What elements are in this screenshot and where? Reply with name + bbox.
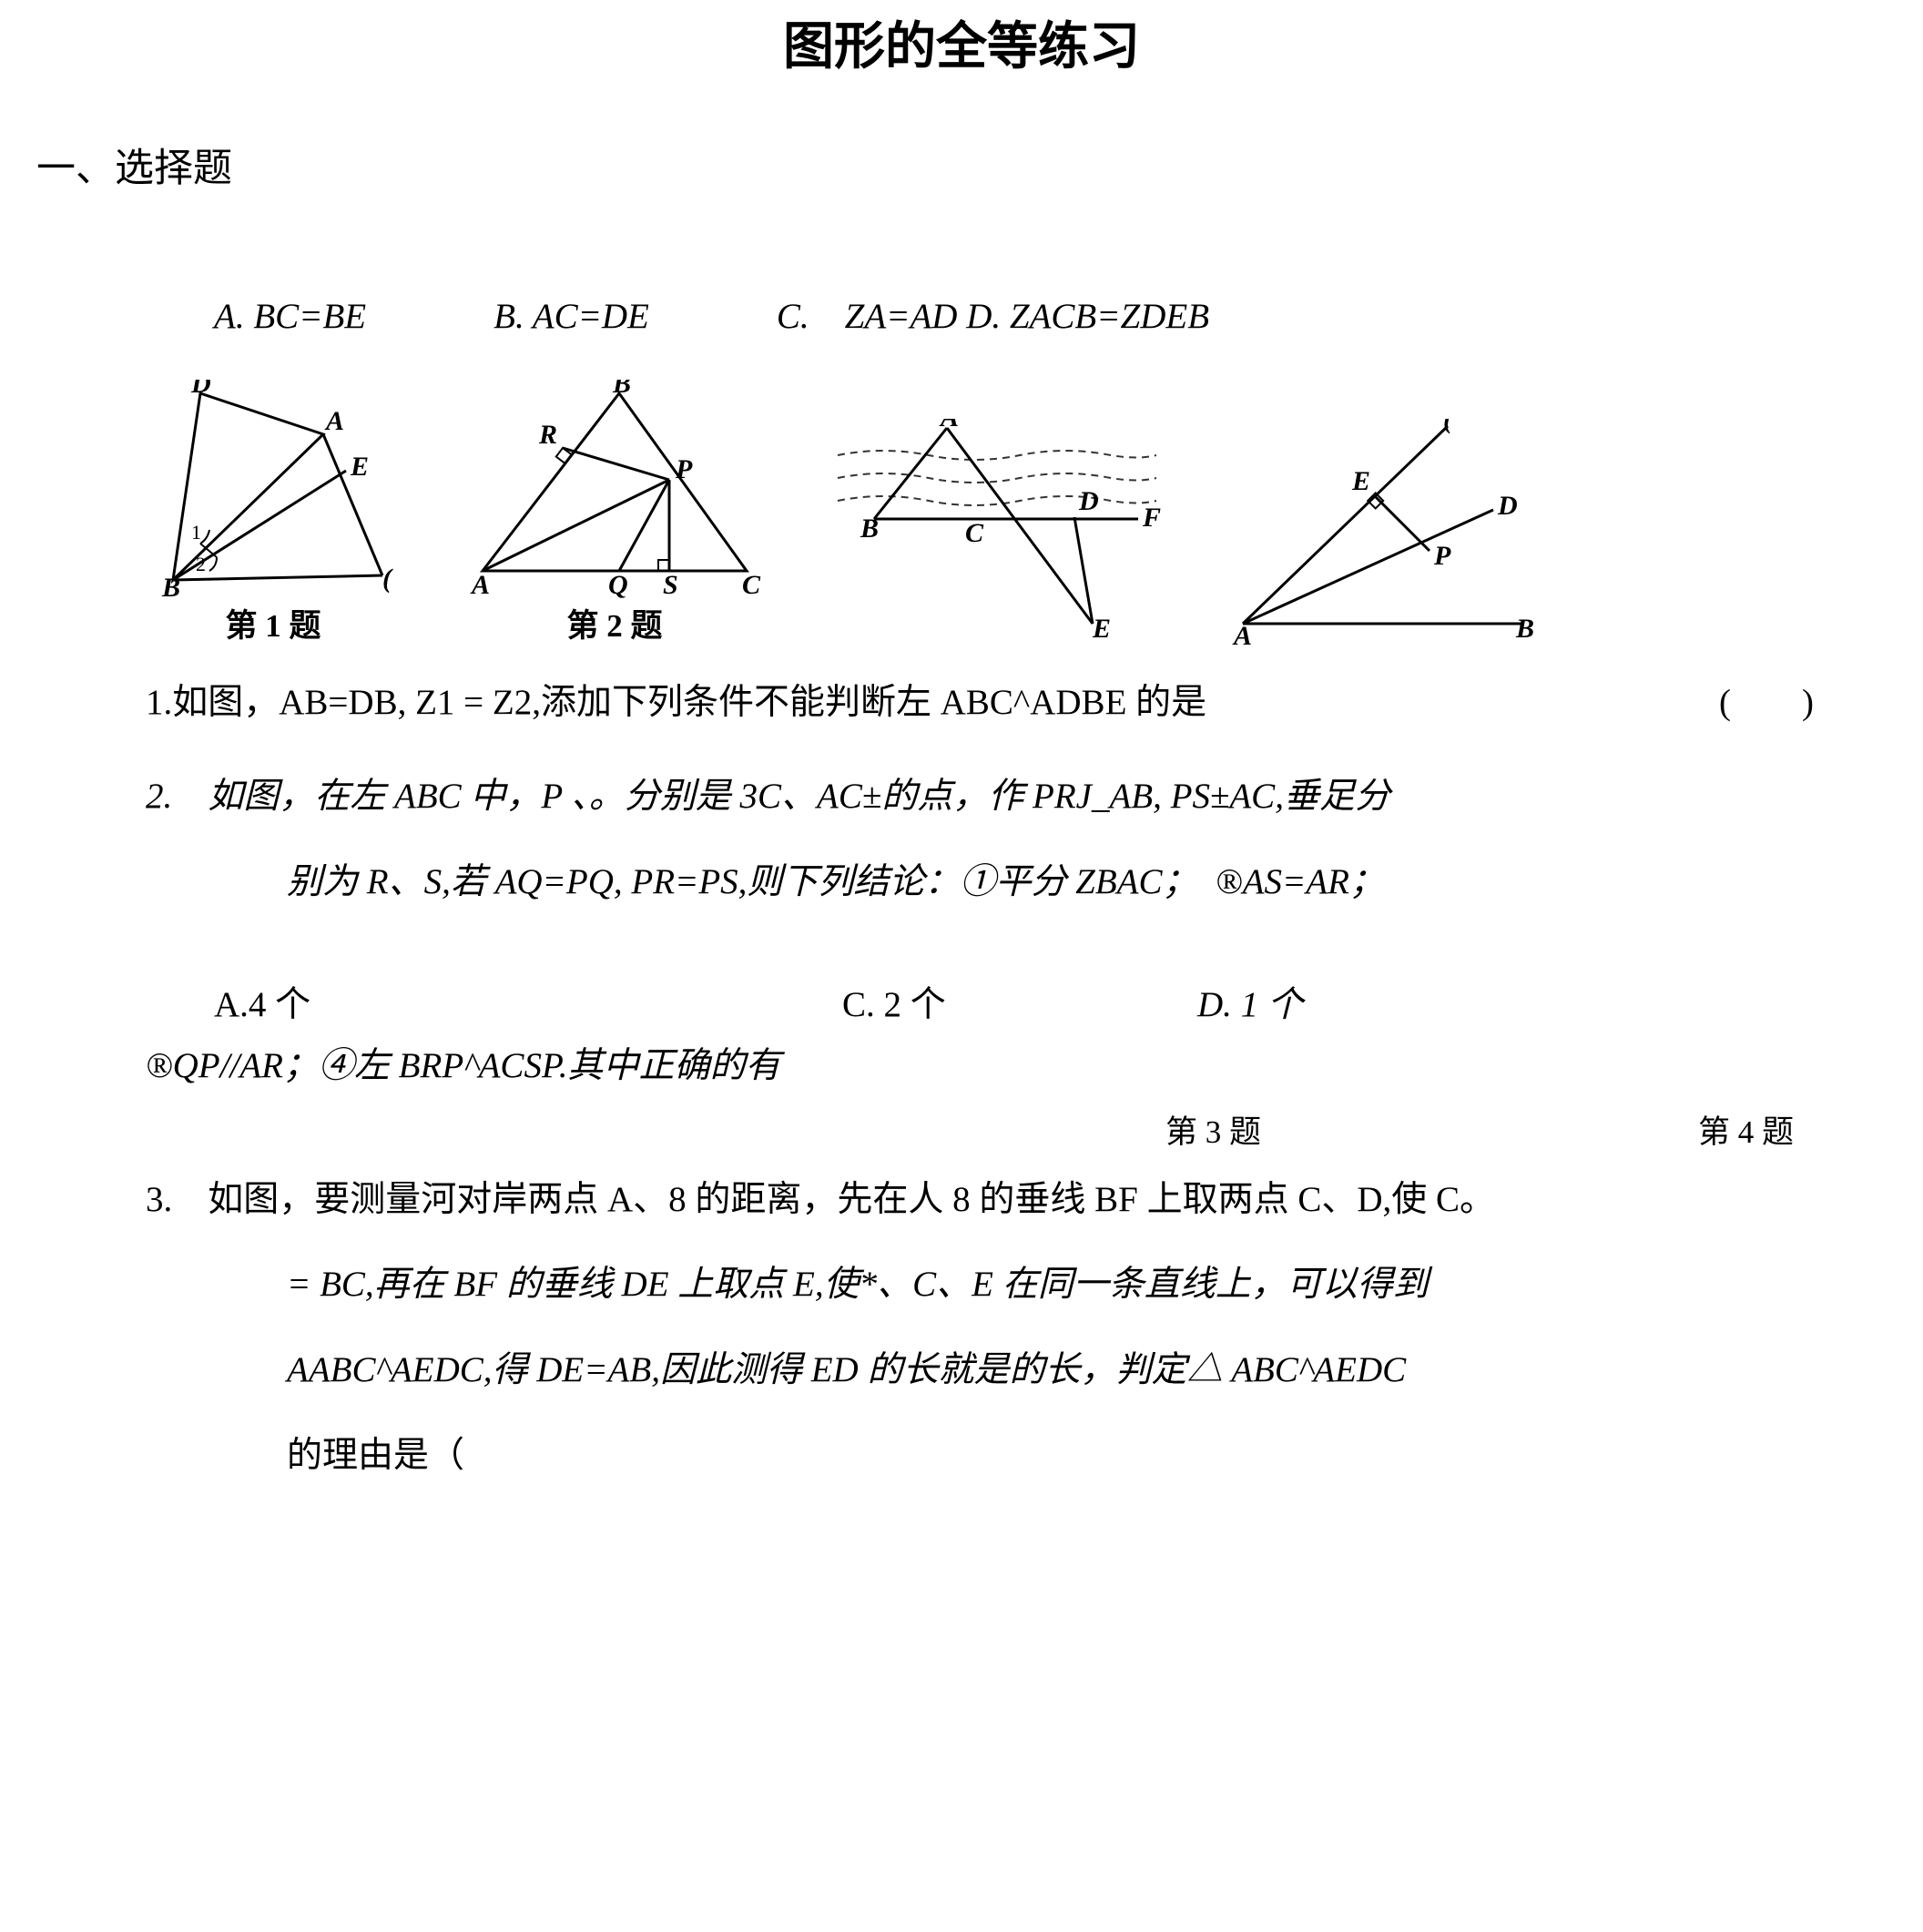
figure-4-svg: E D P A B ( (1229, 419, 1539, 651)
q2-opt-d: D. 1 个 (1197, 979, 1303, 1032)
figure-1-caption: 第 1 题 (146, 603, 401, 651)
fig2-label-B: B (612, 380, 631, 399)
q1-text: 1.如图，AB=DB, Z1 = Z2,添加下列条件不能判断左 ABC^ADBE… (146, 683, 1206, 722)
q3-line4: 的理由是（ (287, 1436, 464, 1475)
fig3-label-C: C (965, 518, 984, 548)
fig4-label-E: E (1351, 466, 1370, 496)
figure-2: B R P A Q S C 第 2 题 (464, 380, 765, 651)
fig1-label-1: 1 (191, 521, 201, 544)
fig4-label-C: ( (1443, 419, 1454, 434)
question-2: 2. 如图，在左 ABC 中，P 、。分别是 3C、AC±的点，作 PRJ_AB… (146, 754, 1850, 924)
q2-opt-a: A.4 个 (214, 979, 842, 1032)
fig1-label-2: 2 (196, 553, 206, 575)
fig4-label-P: P (1433, 541, 1451, 571)
fig2-label-Q: Q (608, 570, 628, 598)
fig3-label-D: D (1078, 486, 1099, 516)
fig1-label-C: ( (382, 564, 393, 594)
fig4-label-A: A (1232, 621, 1252, 651)
fig4-label-B: B (1515, 614, 1534, 644)
question-1: 1.如图，AB=DB, Z1 = Z2,添加下列条件不能判断左 ABC^ADBE… (146, 660, 1850, 746)
fig2-label-S: S (663, 570, 678, 598)
figure-3: A B C D F E (829, 419, 1165, 651)
option-b: B. AC=DE (493, 290, 649, 344)
q3-line1: 3. 如图，要测量河对岸两点 A、8 的距离，先在人 8 的垂线 BF 上取两点… (146, 1180, 1495, 1219)
option-c: C. ZA=AD D. ZACB=ZDEB (777, 290, 1209, 344)
q2-line3: ®QP//AR；④左 BRP^ACSP.其中正确的有 (146, 1046, 781, 1085)
fig2-label-A: A (470, 570, 490, 598)
fig3-label-E: E (1092, 614, 1111, 644)
main-title: 图形的全等练习 (73, 9, 1850, 86)
section-header: 一、选择题 (36, 140, 1850, 199)
fig2-label-R: R (538, 420, 557, 450)
fig3-caption: 第 3 题 (1165, 1109, 1261, 1157)
figure-labels-34: 第 3 题 第 4 题 (1165, 1109, 1850, 1157)
fig1-label-E: E (350, 452, 369, 482)
figure-1: D A E B ( 1 2 第 1 题 (146, 380, 401, 651)
fig3-label-A: A (939, 419, 959, 432)
q2-opt-c: C. 2 个 (842, 979, 1197, 1032)
option-a: A. BC=BE (214, 290, 366, 344)
figure-2-svg: B R P A Q S C (464, 380, 765, 598)
options-row: A. BC=BE B. AC=DE C. ZA=AD D. ZACB=ZDEB (214, 290, 1850, 344)
q1-paren: ( ) (1719, 660, 1814, 746)
fig2-label-P: P (675, 454, 693, 484)
fig1-label-A: A (324, 406, 344, 436)
q3-line3: AABC^AEDC,得 DE=AB,因此测得 ED 的长就是的长，判定△ ABC… (287, 1350, 1406, 1389)
figures-row: D A E B ( 1 2 第 1 题 B R P A Q S C 第 2 题 (146, 380, 1850, 651)
fig3-label-B: B (860, 514, 879, 544)
q3-line2: = BC,再在 BF 的垂线 DE 上取点 E,使*、C、E 在同一条直线上，可… (287, 1265, 1429, 1304)
fig3-label-F: F (1142, 503, 1161, 533)
fig4-label-D: D (1497, 491, 1518, 521)
question-3: 3. 如图，要测量河对岸两点 A、8 的距离，先在人 8 的垂线 BF 上取两点… (146, 1157, 1850, 1498)
fig4-caption: 第 4 题 (1698, 1109, 1794, 1157)
fig2-label-C: C (742, 570, 761, 598)
q2-line2: 别为 R、S,若 AQ=PQ, PR=PS,则下列结论：①平分 ZBAC； ®A… (287, 862, 1385, 901)
fig1-label-D: D (190, 380, 211, 399)
figure-1-svg: D A E B ( 1 2 (146, 380, 401, 598)
figure-2-caption: 第 2 题 (464, 603, 765, 651)
q2-line3-block: ®QP//AR；④左 BRP^ACSP.其中正确的有 (146, 1042, 1850, 1092)
fig1-label-B: B (161, 573, 180, 598)
figure-4: E D P A B ( (1229, 419, 1539, 651)
q2-options: A.4 个 C. 2 个 D. 1 个 (214, 979, 1850, 1032)
q2-line1: 2. 如图，在左 ABC 中，P 、。分别是 3C、AC±的点，作 PRJ_AB… (146, 777, 1390, 816)
figure-3-svg: A B C D F E (829, 419, 1165, 651)
